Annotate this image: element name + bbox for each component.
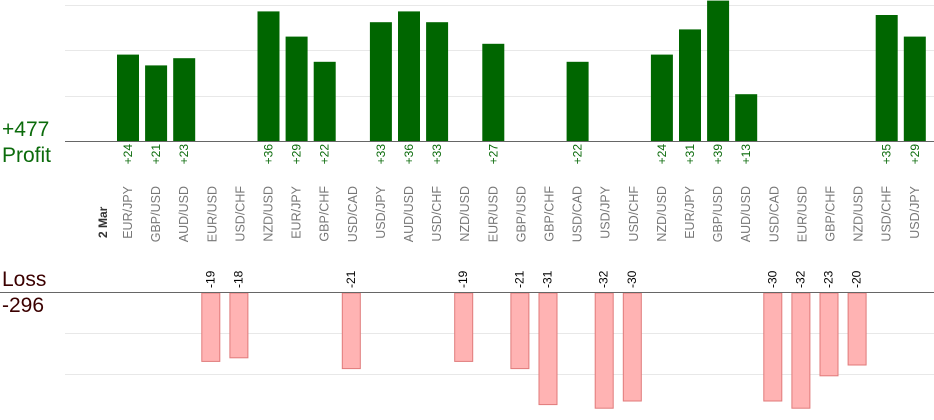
category-label: AUD/USD bbox=[402, 186, 416, 242]
category-label: GBP/CHF bbox=[824, 186, 838, 242]
profit-bar bbox=[482, 43, 505, 141]
category-label: NZD/USD bbox=[655, 186, 669, 242]
profit-bar bbox=[145, 65, 168, 141]
loss-bar bbox=[510, 292, 530, 370]
category-label: EUR/JPY bbox=[121, 185, 135, 238]
category-label: USD/JPY bbox=[599, 185, 613, 238]
loss-bar bbox=[791, 292, 811, 409]
category-label: USD/JPY bbox=[908, 185, 922, 238]
profit-bar bbox=[875, 15, 898, 141]
category-label: EUR/USD bbox=[795, 186, 809, 242]
value-label: -20 bbox=[850, 270, 864, 288]
profit-bar bbox=[285, 36, 308, 141]
value-label: +36 bbox=[402, 144, 416, 165]
category-label: USD/CAD bbox=[571, 186, 585, 242]
category-label: EUR/JPY bbox=[290, 185, 304, 238]
loss-bar bbox=[847, 292, 867, 366]
value-label: +23 bbox=[177, 144, 191, 165]
loss-total: -296 bbox=[2, 294, 45, 317]
value-label: +21 bbox=[149, 144, 163, 165]
category-label: USD/CHF bbox=[233, 186, 247, 242]
value-label: -30 bbox=[625, 270, 639, 288]
profit-bar bbox=[679, 29, 701, 141]
category-label: EUR/JPY bbox=[683, 185, 697, 238]
profit-label: Profit bbox=[2, 144, 52, 167]
value-labels: +24 +21 +23 -19 -18 +36 +29 +22 -21 +33 +36 +33 -19 +… bbox=[121, 144, 922, 288]
value-label: +24 bbox=[655, 144, 669, 165]
category-label: AUD/USD bbox=[739, 186, 753, 242]
value-label: +22 bbox=[571, 144, 585, 165]
value-label: +33 bbox=[374, 144, 388, 165]
profit-bar bbox=[707, 0, 730, 141]
category-label: AUD/USD bbox=[177, 186, 191, 242]
profit-bar bbox=[313, 61, 336, 141]
value-label: -19 bbox=[456, 270, 470, 288]
loss-bar bbox=[341, 292, 361, 370]
loss-bar bbox=[763, 292, 783, 402]
value-label: +24 bbox=[121, 144, 135, 165]
value-label: +31 bbox=[683, 144, 697, 165]
value-label: +13 bbox=[739, 144, 753, 165]
profit-bar bbox=[566, 61, 589, 141]
value-label: -30 bbox=[765, 270, 779, 288]
category-labels: EUR/JPY GBP/USD AUD/USD EUR/USD USD/CHF NZD/U… bbox=[121, 185, 922, 242]
category-label: NZD/USD bbox=[262, 186, 276, 242]
value-label: +27 bbox=[486, 144, 500, 165]
profit-bar bbox=[257, 11, 280, 142]
loss-bar bbox=[622, 292, 642, 402]
value-label: -21 bbox=[344, 270, 358, 288]
category-label: USD/CAD bbox=[767, 186, 781, 242]
category-label: GBP/CHF bbox=[318, 186, 332, 242]
category-label: USD/CAD bbox=[346, 186, 360, 242]
profit-bar bbox=[117, 54, 139, 141]
value-label: -32 bbox=[793, 270, 807, 288]
value-label: -23 bbox=[822, 270, 836, 288]
value-label: -19 bbox=[203, 270, 217, 288]
category-label: USD/CHF bbox=[627, 186, 641, 242]
loss-bars bbox=[201, 292, 867, 409]
value-label: +35 bbox=[880, 144, 894, 165]
value-label: -32 bbox=[597, 270, 611, 288]
value-label: +22 bbox=[318, 144, 332, 165]
category-label: USD/CHF bbox=[880, 186, 894, 242]
category-label: EUR/USD bbox=[205, 186, 219, 242]
profit-bars bbox=[117, 0, 926, 142]
value-label: +39 bbox=[711, 144, 725, 165]
loss-bar bbox=[819, 292, 839, 377]
value-label: +33 bbox=[430, 144, 444, 165]
loss-bar bbox=[201, 292, 221, 362]
value-label: +29 bbox=[908, 144, 922, 165]
value-label: -18 bbox=[231, 270, 245, 288]
category-label: USD/CHF bbox=[430, 186, 444, 242]
value-label: +29 bbox=[290, 144, 304, 165]
category-label: GBP/USD bbox=[149, 186, 163, 242]
category-label: NZD/USD bbox=[852, 186, 866, 242]
profit-total: +477 bbox=[2, 118, 50, 141]
date-label: 2 Mar bbox=[96, 206, 110, 238]
category-label: GBP/USD bbox=[711, 186, 725, 242]
profit-bar bbox=[903, 36, 926, 141]
profit-bar bbox=[398, 11, 420, 142]
category-label: GBP/CHF bbox=[543, 186, 557, 242]
profit-bar bbox=[735, 94, 758, 141]
loss-bar bbox=[538, 292, 558, 406]
profit-bar bbox=[426, 22, 449, 142]
loss-bar bbox=[229, 292, 249, 359]
category-label: NZD/USD bbox=[458, 186, 472, 242]
value-label: -31 bbox=[541, 270, 555, 288]
value-label: -21 bbox=[512, 270, 526, 288]
category-label: GBP/USD bbox=[514, 186, 528, 242]
category-label: USD/JPY bbox=[374, 185, 388, 238]
loss-bar bbox=[454, 292, 474, 362]
loss-label: Loss bbox=[2, 268, 47, 291]
loss-bar bbox=[594, 292, 614, 409]
profit-bar bbox=[173, 58, 196, 142]
category-label: EUR/USD bbox=[486, 186, 500, 242]
profit-bar bbox=[650, 54, 673, 141]
value-label: +36 bbox=[262, 144, 276, 165]
profit-bar bbox=[369, 22, 392, 142]
